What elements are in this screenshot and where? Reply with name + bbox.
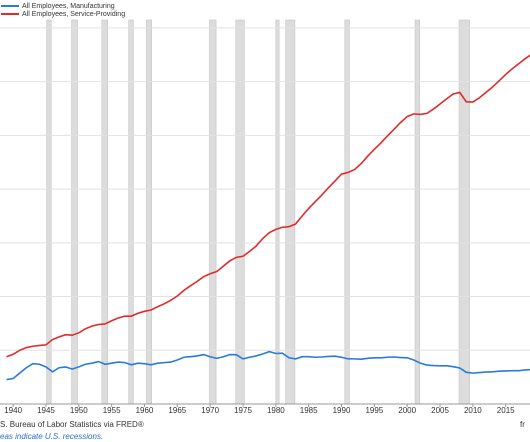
x-tick-label: 1965 [168,406,186,415]
recession [146,19,153,405]
x-tick-label: 1990 [333,406,351,415]
series-line [6,350,530,381]
note: eas indicate U.S. recessions. [0,432,103,441]
recession [46,19,52,405]
recession [128,19,134,405]
lines [6,54,530,381]
credit: fr [520,420,525,429]
x-tick-label: 1940 [4,406,22,415]
x-tick-label: 2010 [464,406,482,415]
x-tick-label: 1960 [136,406,154,415]
legend-label: All Employees, Service-Providing [22,11,125,18]
x-tick-label: 1995 [365,406,383,415]
recession [344,19,350,405]
recession [235,19,245,405]
x-tick-label: 2000 [398,406,416,415]
x-tick-label: 1975 [234,406,252,415]
x-tick-label: 1970 [201,406,219,415]
recession [414,19,420,405]
x-tick-label: 1985 [300,406,318,415]
x-tick-label: 1980 [267,406,285,415]
x-tick-label: 1955 [103,406,121,415]
recessions [46,19,470,405]
recession [275,19,280,405]
recession [71,19,78,405]
recession [285,19,296,405]
grid [0,27,530,405]
x-tick-label: 1950 [70,406,88,415]
source: S. Bureau of Labor Statistics via FRED® [0,420,144,429]
x-tick-label: 2015 [497,406,515,415]
recession [458,19,470,405]
recession [209,19,217,405]
x-tick-label: 1945 [37,406,55,415]
series-line [6,54,530,358]
legend-label: All Employees, Manufacturing [22,3,115,10]
x-tick-label: 2005 [431,406,449,415]
recession [101,19,109,405]
